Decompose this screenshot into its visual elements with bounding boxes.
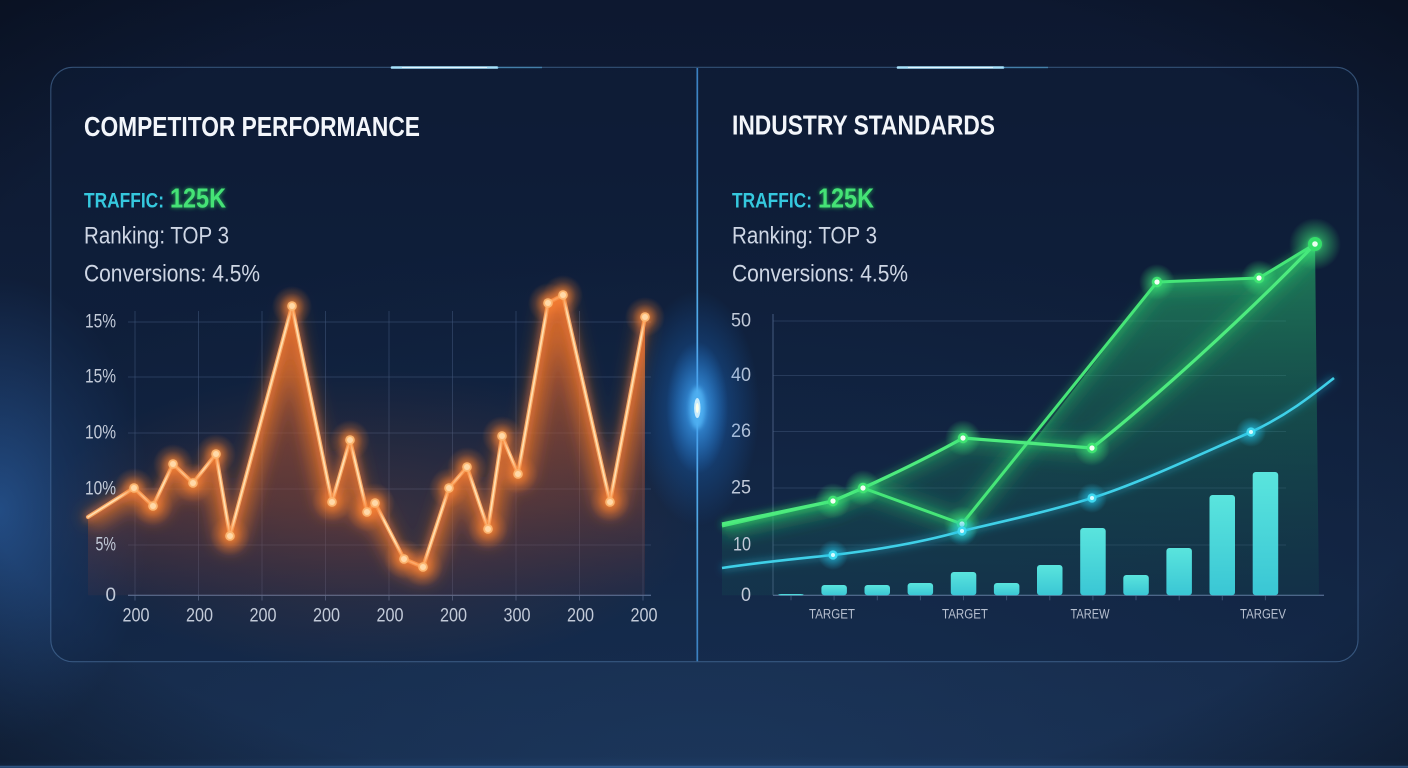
svg-text:TARGET: TARGET xyxy=(942,606,988,622)
svg-text:200: 200 xyxy=(631,606,658,627)
svg-text:125K: 125K xyxy=(170,183,226,214)
svg-text:10%: 10% xyxy=(85,479,116,500)
svg-text:5%: 5% xyxy=(96,535,117,556)
svg-text:Conversions: 4.5%: Conversions: 4.5% xyxy=(84,261,260,288)
svg-text:Conversions: 4.5%: Conversions: 4.5% xyxy=(732,261,908,288)
svg-text:200: 200 xyxy=(250,606,277,627)
svg-text:125K: 125K xyxy=(170,183,226,214)
svg-text:Ranking: TOP 3: Ranking: TOP 3 xyxy=(84,223,229,250)
svg-text:TARGEV: TARGEV xyxy=(1240,606,1287,622)
svg-text:10%: 10% xyxy=(85,423,116,444)
svg-text:15%: 15% xyxy=(85,312,116,333)
svg-text:TRAFFIC:: TRAFFIC: xyxy=(732,189,812,213)
svg-text:COMPETITOR PERFORMANCE: COMPETITOR PERFORMANCE xyxy=(84,111,420,142)
svg-text:10: 10 xyxy=(733,535,751,556)
svg-text:125K: 125K xyxy=(818,183,874,214)
svg-text:125K: 125K xyxy=(818,183,874,214)
svg-text:300: 300 xyxy=(504,606,531,627)
svg-text:200: 200 xyxy=(123,606,150,627)
svg-text:0: 0 xyxy=(741,585,751,606)
svg-text:200: 200 xyxy=(440,606,467,627)
svg-text:200: 200 xyxy=(313,606,340,627)
svg-text:Ranking: TOP 3: Ranking: TOP 3 xyxy=(732,223,877,250)
svg-text:TRAFFIC:: TRAFFIC: xyxy=(84,189,164,213)
svg-text:TAREW: TAREW xyxy=(1071,606,1111,622)
svg-text:200: 200 xyxy=(567,606,594,627)
svg-text:TARGET: TARGET xyxy=(809,606,855,622)
svg-text:0: 0 xyxy=(106,585,117,606)
svg-text:200: 200 xyxy=(186,606,213,627)
svg-text:200: 200 xyxy=(377,606,404,627)
svg-text:15%: 15% xyxy=(85,367,116,388)
svg-text:INDUSTRY STANDARDS: INDUSTRY STANDARDS xyxy=(732,110,995,141)
